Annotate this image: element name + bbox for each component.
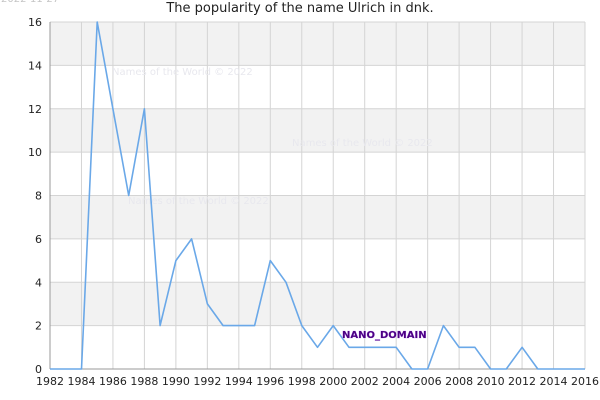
- x-tick-label: 2014: [540, 375, 568, 388]
- x-tick-label: 1996: [256, 375, 284, 388]
- x-tick-label: 2004: [382, 375, 410, 388]
- x-tick-label: 1986: [99, 375, 127, 388]
- x-tick-label: 1990: [162, 375, 190, 388]
- watermark: Names of the World © 2022: [292, 138, 433, 149]
- x-tick-label: 2012: [508, 375, 536, 388]
- x-tick-label: 1982: [36, 375, 64, 388]
- plot-bands: [50, 22, 585, 326]
- y-tick-label: 16: [28, 16, 42, 29]
- series-group: [50, 21, 585, 370]
- y-tick-label: 14: [28, 59, 42, 72]
- y-tick-label: 6: [35, 233, 42, 246]
- chart-title: The popularity of the name Ulrich in dnk…: [166, 1, 434, 16]
- x-tick-label: 2016: [571, 375, 599, 388]
- plot-band: [50, 22, 585, 66]
- domain-badge: NANO_DOMAIN: [342, 330, 427, 341]
- x-tick-label: 2006: [414, 375, 442, 388]
- x-tick-label: 1994: [225, 375, 253, 388]
- y-tick-label: 0: [35, 363, 42, 376]
- y-tick-label: 4: [35, 276, 42, 289]
- y-tick-label: 2: [35, 320, 42, 333]
- x-tick-label: 2010: [477, 375, 505, 388]
- watermark: Names of the World © 2022: [112, 67, 253, 78]
- x-tick-label: 2000: [319, 375, 347, 388]
- x-tick-label: 1984: [67, 375, 95, 388]
- grid-lines: [49, 21, 586, 370]
- x-tick-label: 2002: [351, 375, 379, 388]
- plot-band: [50, 195, 585, 239]
- plot-band: [50, 108, 585, 153]
- y-tick-label: 8: [35, 190, 42, 203]
- series-line: [50, 21, 585, 370]
- y-tick-label: 12: [28, 103, 42, 116]
- date-stamp: 2022-11-27: [1, 0, 59, 5]
- y-tick-label: 10: [28, 146, 42, 159]
- x-tick-label: 1992: [193, 375, 221, 388]
- x-tick-label: 2008: [445, 375, 473, 388]
- tick-labels: 0 2 4 6 8 10 12 14 16 1982 1984 1986 1988 1990 1992 199…: [28, 16, 599, 388]
- x-tick-label: 1998: [288, 375, 316, 388]
- watermark: Names of the World © 2022: [128, 196, 269, 207]
- x-tick-label: 1988: [130, 375, 158, 388]
- plot-band: [50, 282, 585, 326]
